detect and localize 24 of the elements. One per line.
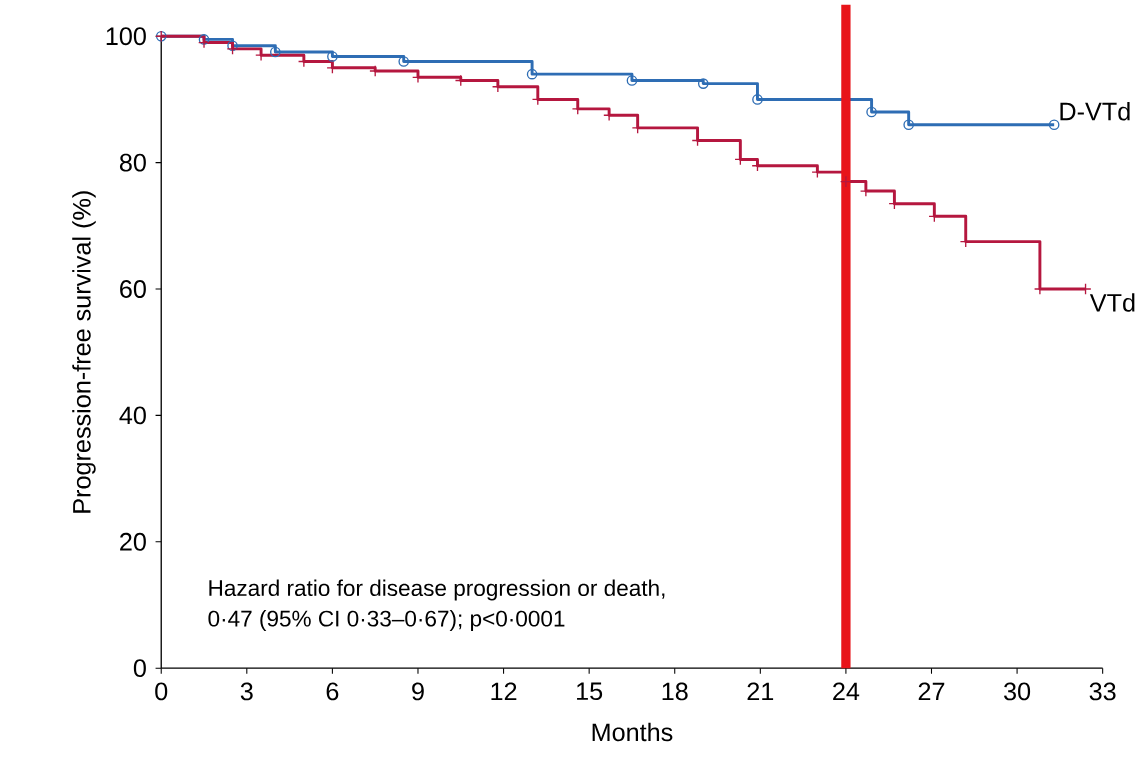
y-axis-title: Progression-free survival (%): [72, 191, 96, 513]
annotation: Hazard ratio for disease progression or death,: [209, 579, 665, 601]
x-tick-label: 15: [577, 682, 603, 701]
x-tick-label: 9: [412, 682, 424, 701]
x-tick-label: 21: [747, 682, 774, 701]
annotation: 0·47 (95% CI 0·33–0·67); p<0·0001: [208, 610, 565, 632]
y-tick-label: 40: [119, 406, 146, 425]
x-tick-label: 3: [240, 682, 253, 701]
series-label: VTd: [1089, 293, 1135, 312]
x-axis-title: Months: [592, 722, 673, 742]
y-tick-label: 0: [133, 659, 146, 678]
x-tick-label: 0: [155, 682, 168, 701]
x-tick-label: 12: [491, 682, 517, 701]
x-tick-label: 33: [1089, 682, 1116, 701]
x-tick-label: 30: [1004, 682, 1031, 701]
series-label: D-VTd: [1060, 102, 1130, 121]
x-tick-label: 24: [833, 682, 860, 701]
x-tick-label: 18: [662, 682, 688, 701]
y-tick-label: 100: [106, 27, 146, 46]
y-tick-label: 20: [120, 533, 146, 551]
x-tick-label: 6: [326, 682, 339, 701]
y-tick-label: 60: [120, 280, 146, 299]
y-tick-label: 80: [119, 153, 146, 172]
x-tick-label: 27: [918, 682, 945, 701]
